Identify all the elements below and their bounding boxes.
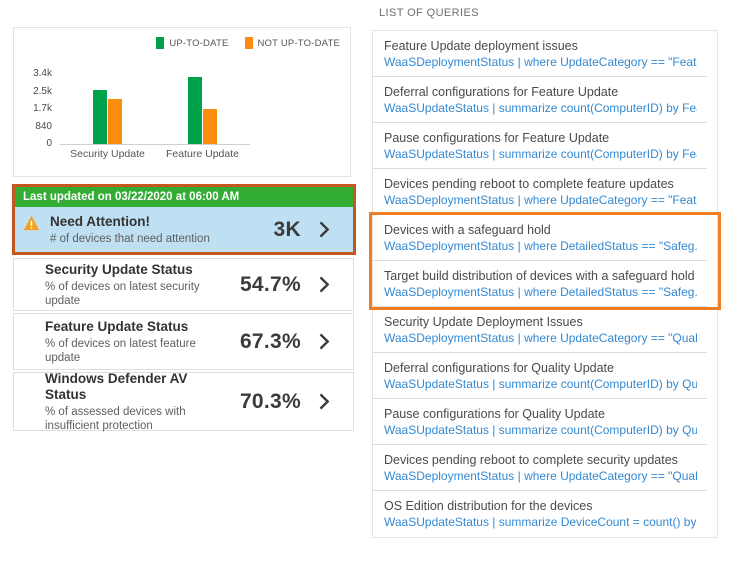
legend-swatch-icon <box>156 37 165 49</box>
query-text: WaaSDeploymentStatus | where DetailedSta… <box>384 285 697 299</box>
query-text: WaaSUpdateStatus | summarize count(Compu… <box>384 147 697 161</box>
x-axis-label: Feature Update <box>166 148 239 160</box>
query-text: WaaSDeploymentStatus | where UpdateCateg… <box>384 193 697 207</box>
status-card-subtitle: % of devices on latest feature update <box>45 337 196 364</box>
query-title: Devices pending reboot to complete secur… <box>384 453 678 467</box>
query-text: WaaSUpdateStatus | summarize count(Compu… <box>384 101 697 115</box>
chart-plot: Security Update Feature Update <box>60 74 250 160</box>
status-card-subtitle: % of assessed devices with insufficient … <box>45 405 186 432</box>
legend-label: NOT UP-TO-DATE <box>257 37 340 49</box>
query-title: Feature Update deployment issues <box>384 39 578 53</box>
status-card-value: 67.3% <box>239 329 301 353</box>
query-list-item[interactable]: OS Edition distribution for the devices W… <box>373 491 707 536</box>
query-title: Pause configurations for Feature Update <box>384 131 610 145</box>
query-title: Devices pending reboot to complete featu… <box>384 177 674 191</box>
y-tick-label: 840 <box>35 120 52 132</box>
update-status-chart-card: UP-TO-DATE NOT UP-TO-DATE 3.4k 2.5k 1.7k 840… <box>13 27 351 177</box>
chart-y-axis: 3.4k 2.5k 1.7k 840 0 <box>22 69 56 149</box>
bar-group: Security Update <box>60 74 155 160</box>
query-list-item[interactable]: Pause configurations for Feature Update W… <box>373 123 707 169</box>
query-list-item[interactable]: Deferral configurations for Quality Upda… <box>373 353 707 399</box>
status-card-subtitle: % of devices on latest security update <box>45 280 200 307</box>
query-title: Deferral configurations for Feature Upda… <box>384 85 619 99</box>
query-text: WaaSDeploymentStatus | where UpdateCateg… <box>384 55 697 69</box>
query-list-item[interactable]: Target build distribution of devices wit… <box>373 261 707 307</box>
chevron-right-icon <box>301 276 347 293</box>
query-text: WaaSUpdateStatus | summarize DeviceCount… <box>384 515 697 529</box>
feature-update-status-card[interactable]: Feature Update Status % of devices on la… <box>13 313 354 370</box>
chart-legend: UP-TO-DATE NOT UP-TO-DATE <box>156 37 340 49</box>
status-card-title: Feature Update Status <box>45 318 189 334</box>
chevron-right-icon <box>301 393 347 410</box>
warning-icon <box>23 215 40 236</box>
y-tick-label: 2.5k <box>33 85 52 97</box>
query-list-item[interactable]: Devices pending reboot to complete featu… <box>373 169 707 215</box>
bar-not-up-to-date <box>108 99 122 144</box>
need-attention-value: 3K <box>273 217 301 241</box>
y-tick-label: 1.7k <box>33 103 52 114</box>
query-text: WaaSDeploymentStatus | where UpdateCateg… <box>384 331 697 345</box>
chevron-right-icon <box>301 333 347 350</box>
status-card-value: 70.3% <box>239 389 301 413</box>
query-list-item[interactable]: Pause configurations for Quality Update W… <box>373 399 707 445</box>
need-attention-card[interactable]: Last updated on 03/22/2020 at 06:00 AM N… <box>12 184 356 255</box>
bar-not-up-to-date <box>203 109 217 144</box>
query-text: WaaSUpdateStatus | summarize count(Compu… <box>384 377 697 391</box>
last-updated-bar: Last updated on 03/22/2020 at 06:00 AM <box>15 187 353 207</box>
status-card-title: Security Update Status <box>45 261 193 277</box>
y-tick-label: 3.4k <box>33 68 52 79</box>
chevron-right-icon <box>301 221 347 238</box>
status-card-title: Windows Defender AV Status <box>45 370 188 402</box>
query-title: Deferral configurations for Quality Upda… <box>384 361 614 375</box>
bar-up-to-date <box>93 90 107 144</box>
query-text: WaaSDeploymentStatus | where DetailedSta… <box>384 239 697 253</box>
security-update-status-card[interactable]: Security Update Status % of devices on l… <box>13 258 354 311</box>
query-list-item[interactable]: Security Update Deployment Issues WaaSDep… <box>373 307 707 353</box>
queries-panel-header: LIST OF QUERIES <box>379 7 479 19</box>
query-title: Pause configurations for Quality Update <box>384 407 605 421</box>
query-title: Security Update Deployment Issues <box>384 315 583 329</box>
query-title: Target build distribution of devices wit… <box>384 269 695 283</box>
queries-list: Feature Update deployment issues WaaSDepl… <box>369 30 721 538</box>
query-text: WaaSUpdateStatus | summarize count(Compu… <box>384 423 697 437</box>
status-card-value: 54.7% <box>239 272 301 296</box>
need-attention-subtitle: # of devices that need attention <box>50 232 210 245</box>
bar-group: Feature Update <box>155 74 250 160</box>
query-list-item[interactable]: Devices with a safeguard hold WaaSDeploym… <box>373 215 707 261</box>
legend-label: UP-TO-DATE <box>169 37 229 49</box>
legend-swatch-icon <box>244 37 253 49</box>
query-list-item[interactable]: Deferral configurations for Feature Upda… <box>373 77 707 123</box>
query-text: WaaSDeploymentStatus | where UpdateCateg… <box>384 469 697 483</box>
query-list-item[interactable]: Devices pending reboot to complete secur… <box>373 445 707 491</box>
x-axis-label: Security Update <box>70 148 145 160</box>
query-list-item[interactable]: Feature Update deployment issues WaaSDepl… <box>373 31 707 77</box>
windows-defender-av-status-card[interactable]: Windows Defender AV Status % of assessed… <box>13 370 354 432</box>
bar-up-to-date <box>188 77 202 144</box>
query-title: OS Edition distribution for the devices <box>384 499 593 513</box>
legend-entry: NOT UP-TO-DATE <box>244 37 341 49</box>
query-title: Devices with a safeguard hold <box>384 223 551 237</box>
y-tick-label: 0 <box>46 138 52 149</box>
need-attention-title: Need Attention! <box>50 213 150 229</box>
legend-entry: UP-TO-DATE <box>156 37 228 49</box>
